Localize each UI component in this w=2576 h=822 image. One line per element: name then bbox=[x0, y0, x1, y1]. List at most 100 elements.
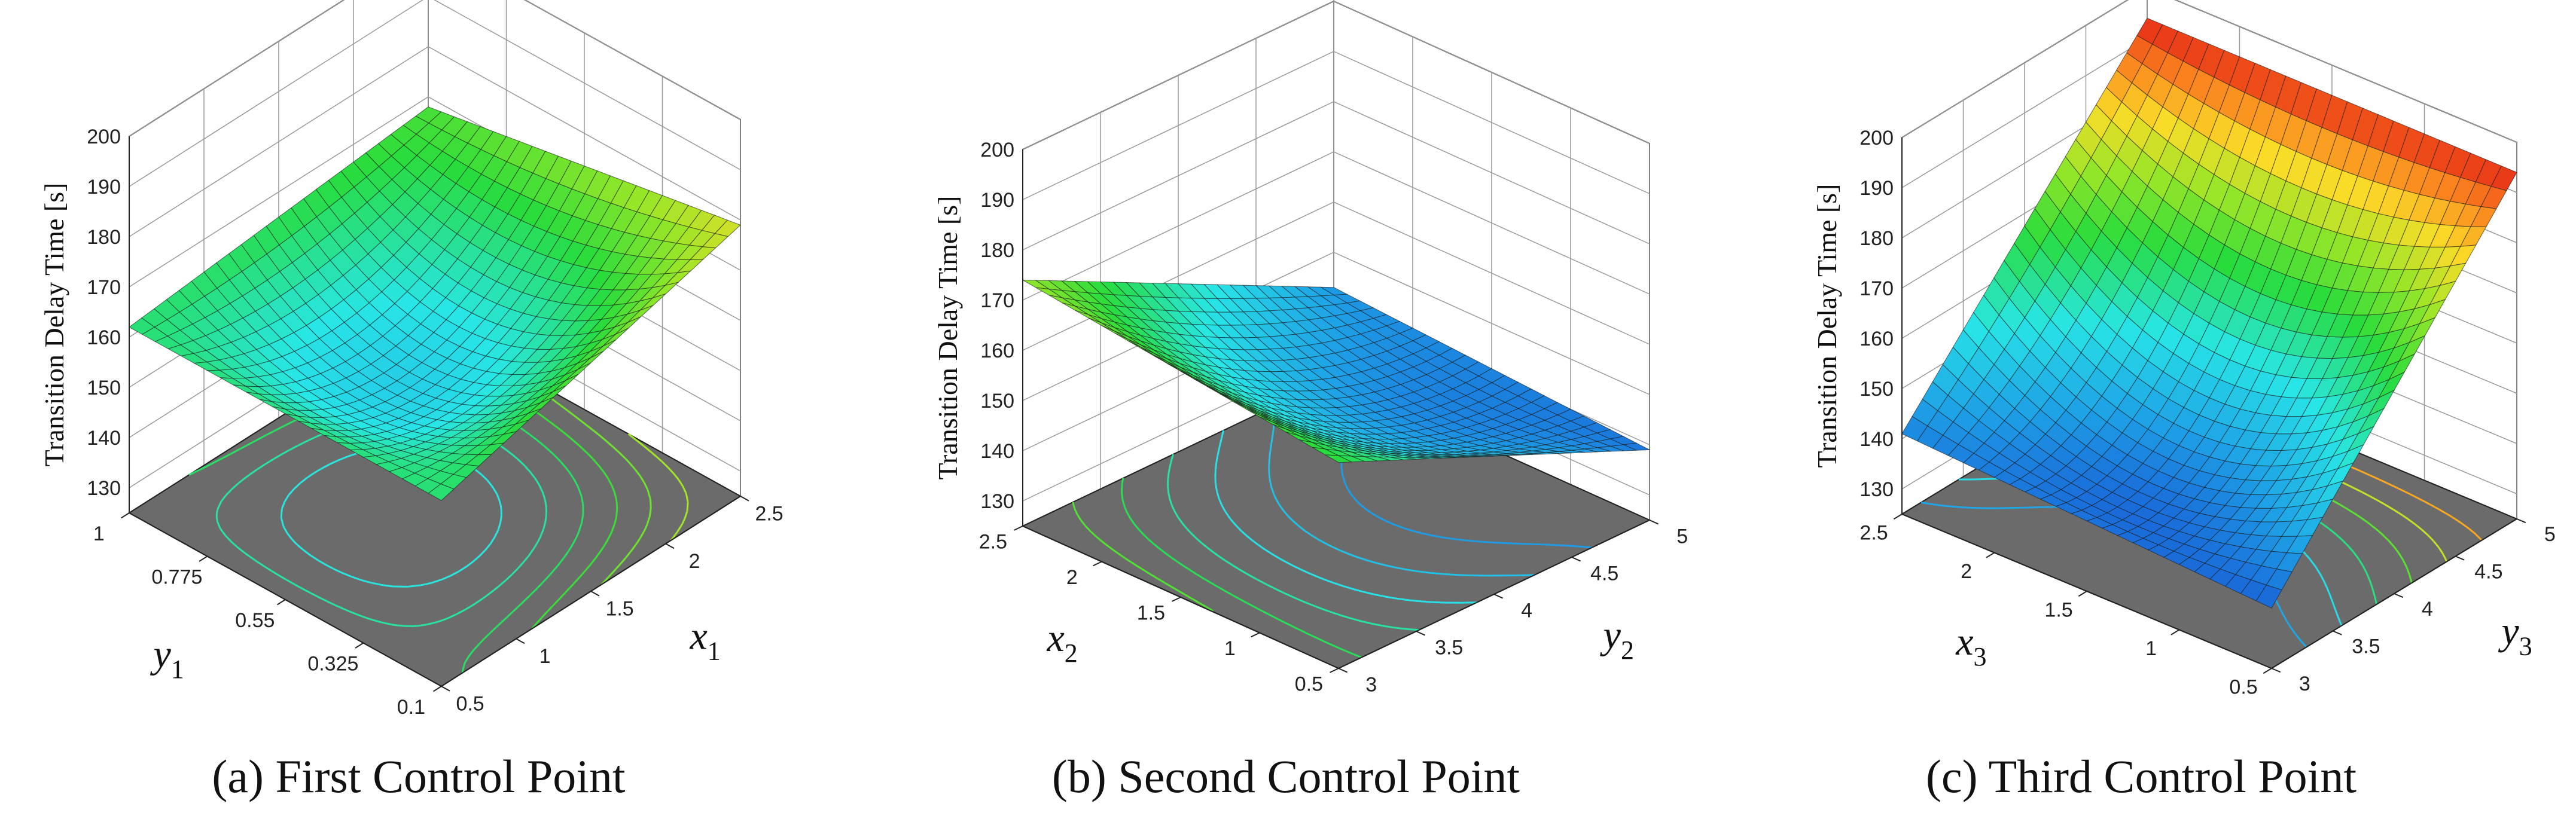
contour-segment bbox=[1121, 500, 1126, 508]
contour-segment bbox=[1508, 542, 1523, 545]
contour-segment bbox=[1284, 621, 1291, 627]
contour-segment bbox=[1210, 582, 1218, 588]
contour-segment bbox=[2365, 572, 2369, 577]
surface-patch bbox=[2255, 585, 2282, 609]
contour-segment bbox=[2331, 602, 2336, 607]
contour-segment bbox=[2286, 621, 2291, 627]
y-tick-mark bbox=[1571, 557, 1581, 562]
contour-segment bbox=[569, 472, 572, 475]
contour-segment bbox=[381, 621, 392, 626]
z-axis-title: Transition Delay Time [s] bbox=[39, 183, 69, 467]
contour-segment bbox=[575, 442, 583, 449]
z-tick-label: 160 bbox=[980, 340, 1014, 362]
contour-segment bbox=[2382, 533, 2389, 541]
contour-segment bbox=[1238, 598, 1247, 604]
contour-segment bbox=[1072, 502, 1075, 506]
contour-segment bbox=[547, 606, 553, 613]
contour-segment bbox=[225, 488, 233, 496]
contour-segment bbox=[1253, 606, 1261, 612]
contour-segment bbox=[1285, 561, 1294, 567]
contour-segment bbox=[1118, 552, 1124, 558]
contour-segment bbox=[607, 531, 613, 539]
contour-segment bbox=[2361, 565, 2365, 569]
contour-segment bbox=[1290, 595, 1299, 601]
contour-segment bbox=[486, 589, 495, 597]
contour-segment bbox=[2359, 490, 2362, 493]
contour-segment bbox=[291, 539, 296, 544]
contour-segment bbox=[1217, 586, 1225, 592]
contour-segment bbox=[1223, 508, 1225, 511]
contour-segment bbox=[2322, 579, 2326, 585]
contour-segment bbox=[395, 624, 405, 627]
contour-segment bbox=[1269, 481, 1272, 487]
contour-segment bbox=[2379, 478, 2389, 485]
x-axis-title-sub: 2 bbox=[1065, 638, 1078, 668]
contour-segment bbox=[2300, 640, 2304, 645]
contour-segment bbox=[593, 430, 602, 438]
contour-segment bbox=[1094, 534, 1099, 540]
contour-segment bbox=[581, 515, 584, 523]
contour-segment bbox=[681, 518, 686, 524]
contour-segment bbox=[306, 472, 315, 479]
contour-segment bbox=[1298, 525, 1305, 531]
contour-segment bbox=[587, 425, 595, 432]
contour-segment bbox=[686, 502, 689, 512]
contour-segment bbox=[1282, 591, 1291, 597]
contour-segment bbox=[2473, 531, 2477, 536]
contour-segment bbox=[611, 524, 615, 532]
contour-segment bbox=[310, 592, 319, 598]
contour-segment bbox=[1264, 549, 1273, 555]
contour-segment bbox=[603, 538, 609, 546]
contour-segment bbox=[1403, 527, 1413, 532]
contour-segment bbox=[1170, 557, 1179, 563]
contour-segment bbox=[1340, 549, 1349, 555]
contour-segment bbox=[1239, 569, 1247, 575]
contour-segment bbox=[2400, 513, 2403, 517]
y-tick-mark bbox=[2271, 668, 2281, 673]
z-tick-label: 200 bbox=[87, 126, 121, 148]
contour-segment bbox=[1191, 598, 1200, 604]
contour-segment bbox=[371, 618, 382, 624]
contour-segment bbox=[250, 467, 259, 475]
y-axis-title-main: y bbox=[1600, 613, 1621, 657]
contour-segment bbox=[491, 486, 498, 494]
contour-segment bbox=[1178, 517, 1184, 524]
contour-segment bbox=[1178, 590, 1186, 596]
contour-segment bbox=[1169, 499, 1173, 507]
contour-segment bbox=[2396, 550, 2400, 554]
contour-segment bbox=[2442, 554, 2446, 559]
contour-segment bbox=[1177, 561, 1185, 567]
contour-segment bbox=[542, 493, 546, 500]
contour-segment bbox=[1336, 646, 1346, 652]
contour-segment bbox=[1331, 546, 1341, 552]
y-tick-label: 1 bbox=[93, 522, 105, 545]
contour-segment bbox=[1138, 528, 1144, 535]
contour-segment bbox=[1388, 596, 1394, 599]
contour-segment bbox=[294, 583, 303, 590]
y-axis-title: y1 bbox=[150, 632, 184, 684]
contour-segment bbox=[577, 487, 583, 496]
contour-segment bbox=[1196, 537, 1200, 542]
contour-segment bbox=[1407, 569, 1419, 573]
y-axis-title-sub: 3 bbox=[2519, 632, 2532, 661]
contour-segment bbox=[574, 480, 579, 487]
contour-segment bbox=[1218, 499, 1223, 505]
x-axis-title-sub: 3 bbox=[1974, 642, 1987, 671]
contour-segment bbox=[288, 445, 298, 451]
x-tick-mark bbox=[2263, 668, 2272, 674]
contour-segment bbox=[2304, 552, 2310, 559]
contour-segment bbox=[2376, 499, 2386, 506]
contour-segment bbox=[2320, 575, 2324, 580]
contour-segment bbox=[2401, 514, 2409, 520]
x-tick-label: 1.5 bbox=[2044, 599, 2072, 622]
contour-segment bbox=[2325, 586, 2330, 592]
contour-segment bbox=[2413, 495, 2423, 502]
contour-segment bbox=[562, 431, 569, 437]
contour-segment bbox=[605, 474, 609, 479]
contour-segment bbox=[627, 433, 632, 437]
contour-segment bbox=[283, 494, 289, 502]
contour-segment bbox=[1342, 585, 1352, 590]
contour-segment bbox=[299, 477, 307, 484]
z-tick-label: 130 bbox=[87, 477, 121, 500]
